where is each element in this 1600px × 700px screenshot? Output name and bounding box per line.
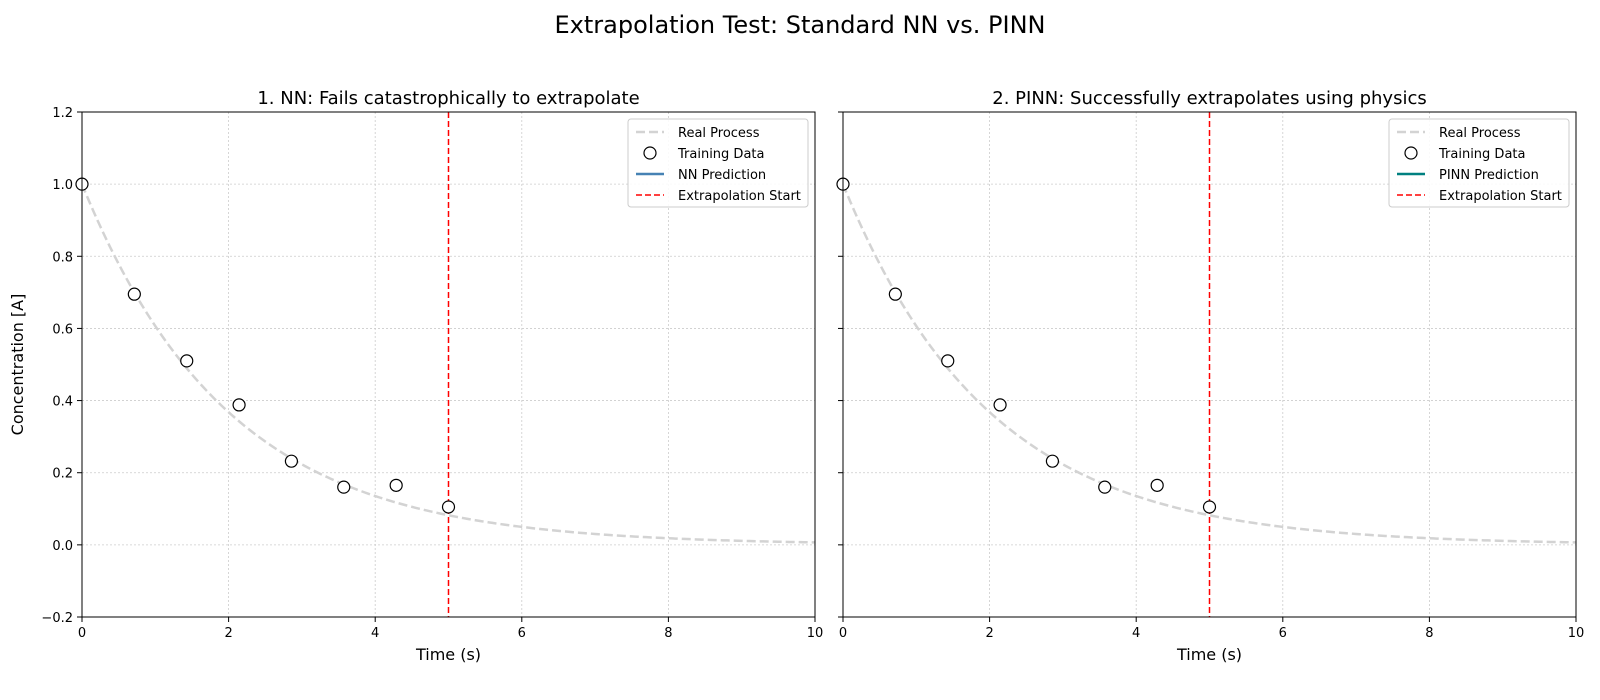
chart1-xlabel: Time (s)	[415, 645, 481, 664]
chart1-legend-handle-training	[643, 146, 657, 160]
chart1-xtick-label: 8	[664, 626, 672, 641]
chart1-training-point	[284, 454, 299, 468]
chart1-legend-label: Training Data	[677, 147, 764, 162]
chart1-training-point	[441, 500, 456, 514]
chart2-title: 2. PINN: Successfully extrapolates using…	[992, 88, 1426, 109]
chart1-ytick-label: 0.2	[52, 467, 73, 482]
chart2-legend-label: PINN Prediction	[1439, 168, 1539, 183]
chart2-xtick-label: 0	[839, 626, 847, 641]
chart2-training-point	[1150, 478, 1164, 492]
chart2-training-point	[1098, 480, 1112, 494]
chart1-ytick-label: 1.2	[52, 106, 73, 121]
chart1-training-point	[232, 398, 246, 412]
chart1-ytick-label: 1.0	[52, 178, 73, 193]
chart1-xtick-label: 6	[518, 626, 526, 641]
chart2-training-point	[888, 287, 902, 301]
chart1-training-point	[127, 287, 141, 301]
chart1-title: 1. NN: Fails catastrophically to extrapo…	[257, 88, 639, 109]
chart1-axes-frame	[81, 111, 816, 618]
chart1-group: 1. NN: Fails catastrophically to extrapo…	[8, 88, 823, 664]
chart1-legend: Real Process Training Data NN Prediction Ex…	[627, 118, 809, 208]
chart1-training-point	[337, 480, 351, 494]
chart2-axes-frame	[842, 111, 1577, 618]
chart2-xtick-label: 8	[1425, 626, 1433, 641]
chart2-xtick-label: 10	[1568, 626, 1585, 641]
chart2-legend-box	[1388, 118, 1570, 208]
chart1-xtick-label: 10	[807, 626, 824, 641]
chart1-ytick-label: 0.6	[52, 322, 73, 337]
chart2-real-process-line	[843, 183, 1576, 544]
chart1-xtick-label: 2	[224, 626, 232, 641]
chart1-xtick-label: 0	[78, 626, 86, 641]
chart1-xtick-label: 4	[371, 626, 379, 641]
chart1-training-point	[389, 478, 403, 492]
chart1-legend-label: Real Process	[678, 126, 760, 141]
chart2-training-point	[1202, 500, 1217, 514]
figure-suptitle: Extrapolation Test: Standard NN vs. PINN	[555, 11, 1046, 39]
chart1-ytick-label: 0.4	[52, 395, 73, 410]
chart1-legend-label: NN Prediction	[678, 168, 766, 183]
chart2-legend-handle-training	[1404, 146, 1418, 160]
chart2-legend-label: Real Process	[1439, 126, 1521, 141]
chart2-xtick-label: 6	[1279, 626, 1287, 641]
chart2-xtick-label: 2	[985, 626, 993, 641]
chart2-legend-label: Extrapolation Start	[1439, 189, 1562, 204]
chart2-legend: Real Process Training Data PINN Prediction…	[1388, 118, 1570, 208]
chart1-legend-label: Extrapolation Start	[678, 189, 801, 204]
chart1-legend-box	[627, 118, 809, 208]
chart1-ylabel: Concentration [A]	[8, 294, 27, 436]
chart1-training-point	[180, 354, 194, 368]
chart1-ytick-label: 0.0	[52, 539, 73, 554]
chart2-training-point	[941, 354, 955, 368]
chart2-xtick-label: 4	[1132, 626, 1140, 641]
chart1-ytick-label: −0.2	[41, 611, 73, 626]
chart2-training-point	[1045, 454, 1060, 468]
chart2-group: 2. PINN: Successfully extrapolates using…	[836, 88, 1585, 664]
chart1-ytick-label: 0.8	[52, 250, 73, 265]
chart2-legend-label: Training Data	[1438, 147, 1525, 162]
chart2-training-point	[993, 398, 1007, 412]
chart1-real-process-line	[82, 183, 815, 544]
chart2-xlabel: Time (s)	[1176, 645, 1242, 664]
